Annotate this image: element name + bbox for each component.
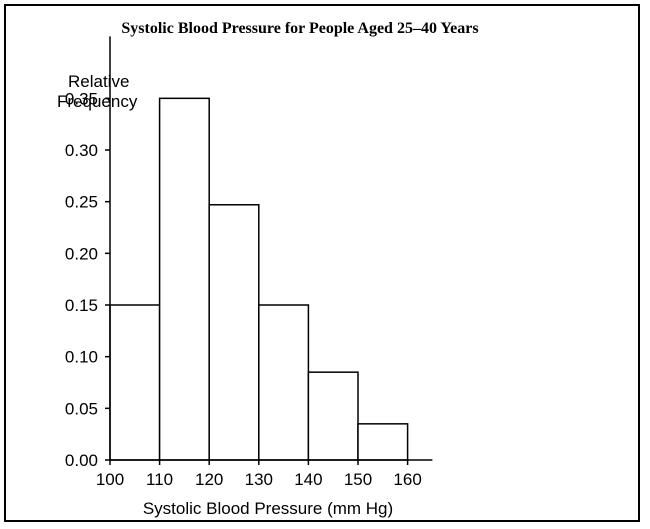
histogram-bar-140 — [307, 371, 359, 461]
y-tick-label: 0.10 — [65, 348, 98, 367]
y-tick-label: 0.15 — [65, 296, 98, 315]
histogram-bar-100 — [109, 304, 161, 461]
histogram-bar-130 — [258, 304, 310, 461]
y-tick-label: 0.05 — [65, 399, 98, 418]
histogram-bar-110 — [158, 97, 210, 461]
x-tick-label: 140 — [294, 470, 322, 489]
x-tick-label: 130 — [245, 470, 273, 489]
y-tick-label: 0.25 — [65, 193, 98, 212]
x-tick-label: 120 — [195, 470, 223, 489]
y-tick-label: 0.20 — [65, 244, 98, 263]
x-axis-label: Systolic Blood Pressure (mm Hg) — [143, 499, 393, 518]
y-tick-label: 0.00 — [65, 451, 98, 470]
x-tick-label: 150 — [344, 470, 372, 489]
chart-title: Systolic Blood Pressure for People Aged … — [121, 20, 479, 37]
x-tick-label: 100 — [96, 470, 124, 489]
y-axis-label-line-2: Frequency — [57, 92, 138, 111]
histogram-bar-120 — [208, 204, 260, 461]
y-tick-label: 0.35 — [65, 89, 98, 108]
x-tick-label: 160 — [393, 470, 421, 489]
x-tick-label: 110 — [146, 470, 173, 489]
y-axis-label-line-1: Relative — [68, 72, 129, 91]
histogram-bar-150 — [357, 423, 409, 461]
y-tick-label: 0.30 — [65, 141, 98, 160]
